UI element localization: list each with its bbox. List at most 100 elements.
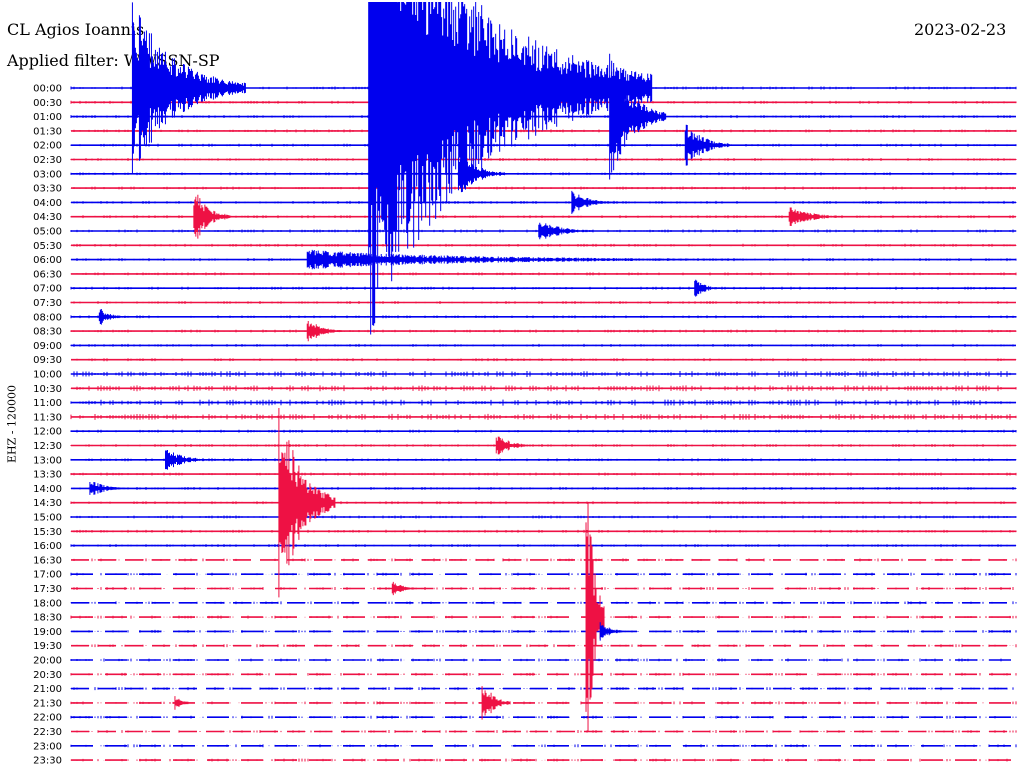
time-label: 03:30	[33, 184, 62, 195]
time-label: 16:00	[33, 541, 62, 552]
time-label: 10:30	[33, 384, 62, 395]
time-label: 15:30	[33, 527, 62, 538]
time-label: 01:30	[33, 126, 62, 137]
time-label: 18:30	[33, 613, 62, 624]
seismic-event	[424, 68, 482, 165]
trace-noise	[70, 315, 1017, 319]
seismic-event	[571, 190, 620, 214]
time-label: 09:00	[33, 341, 62, 352]
time-label: 11:30	[33, 412, 62, 423]
time-label: 09:30	[33, 355, 62, 366]
trace-noise	[70, 744, 1017, 748]
trace-noise	[70, 399, 1017, 406]
time-label: 03:00	[33, 169, 62, 180]
seismic-event	[684, 124, 733, 166]
trace-noise	[70, 758, 1008, 762]
seismic-event	[89, 481, 128, 495]
time-label: 01:00	[33, 112, 62, 123]
date-label: 2023-02-23	[914, 20, 1007, 39]
seismic-event	[538, 222, 596, 240]
trace-noise	[70, 629, 1017, 633]
time-label: 15:00	[33, 513, 62, 524]
trace-noise	[70, 243, 1017, 247]
trace-noise	[70, 385, 1017, 392]
time-label: 12:00	[33, 427, 62, 438]
time-label: 22:30	[33, 727, 62, 738]
seismic-event	[165, 450, 213, 470]
seismic-event	[306, 249, 780, 270]
trace-noise	[70, 358, 1017, 362]
seismic-event	[788, 207, 846, 226]
time-label: 21:00	[33, 684, 62, 695]
time-label: 02:30	[33, 155, 62, 166]
seismic-event	[495, 436, 534, 455]
time-label: 13:30	[33, 470, 62, 481]
trace-noise	[70, 544, 1017, 548]
time-label: 07:30	[33, 298, 62, 309]
trace-noise	[70, 715, 1017, 719]
trace-noise	[70, 672, 1017, 676]
trace-noise	[73, 587, 1014, 590]
time-label: 17:00	[33, 570, 62, 581]
time-label: 06:30	[33, 269, 62, 280]
time-label: 23:00	[33, 741, 62, 752]
time-label: 17:30	[33, 584, 62, 595]
time-label: 14:00	[33, 484, 62, 495]
trace-noise	[70, 413, 1017, 420]
trace-lines	[70, 2, 1017, 762]
time-label: 04:00	[33, 198, 62, 209]
time-label: 02:00	[33, 141, 62, 152]
time-label: 23:30	[33, 756, 62, 767]
trace-noise	[70, 371, 1017, 377]
time-label: 04:30	[33, 212, 62, 223]
seismic-event	[131, 2, 246, 174]
time-label: 00:00	[33, 84, 62, 95]
time-label: 18:00	[33, 598, 62, 609]
station-title: CL Agios Ioannis	[7, 20, 145, 39]
time-label: 22:00	[33, 713, 62, 724]
seismic-event	[694, 279, 724, 297]
trace-noise	[70, 687, 1014, 691]
time-label: 06:00	[33, 255, 62, 266]
time-label: 21:30	[33, 698, 62, 709]
trace-noise	[76, 730, 1017, 733]
seismic-event	[609, 53, 667, 180]
time-label: 00:30	[33, 98, 62, 109]
time-label: 14:30	[33, 498, 62, 509]
time-label: 05:00	[33, 227, 62, 238]
seismic-event	[585, 502, 605, 732]
time-label: 11:00	[33, 398, 62, 409]
trace-noise	[76, 644, 1017, 648]
time-label: 10:00	[33, 370, 62, 381]
time-label: 12:30	[33, 441, 62, 452]
time-label: 07:00	[33, 284, 62, 295]
trace-noise	[70, 572, 1017, 576]
trace-noise	[70, 301, 1017, 304]
seismic-event	[174, 696, 194, 710]
seismic-event	[481, 686, 511, 720]
trace-noise	[70, 272, 1017, 276]
trace-noise	[70, 601, 1017, 605]
seismic-event	[278, 408, 336, 598]
time-label: 08:30	[33, 327, 62, 338]
trace-noise	[70, 343, 1017, 347]
time-label: 08:00	[33, 312, 62, 323]
time-label: 16:30	[33, 555, 62, 566]
time-label: 19:30	[33, 641, 62, 652]
time-label: 13:00	[33, 455, 62, 466]
time-tick-labels: 00:00 00:30 01:00 01:30 02:00 02:30 03:00 03:30…	[33, 84, 62, 767]
seismic-event	[391, 581, 421, 596]
trace-noise	[70, 429, 1017, 433]
time-label: 05:30	[33, 241, 62, 252]
seismic-event	[193, 194, 232, 239]
time-label: 20:30	[33, 670, 62, 681]
seismic-event	[98, 309, 128, 325]
trace-noise	[70, 329, 1017, 333]
seismic-event	[599, 622, 629, 641]
time-label: 19:00	[33, 627, 62, 638]
time-label: 20:00	[33, 656, 62, 667]
seismic-event	[457, 155, 506, 193]
trace-noise	[70, 444, 1017, 447]
seismic-event	[306, 320, 345, 342]
